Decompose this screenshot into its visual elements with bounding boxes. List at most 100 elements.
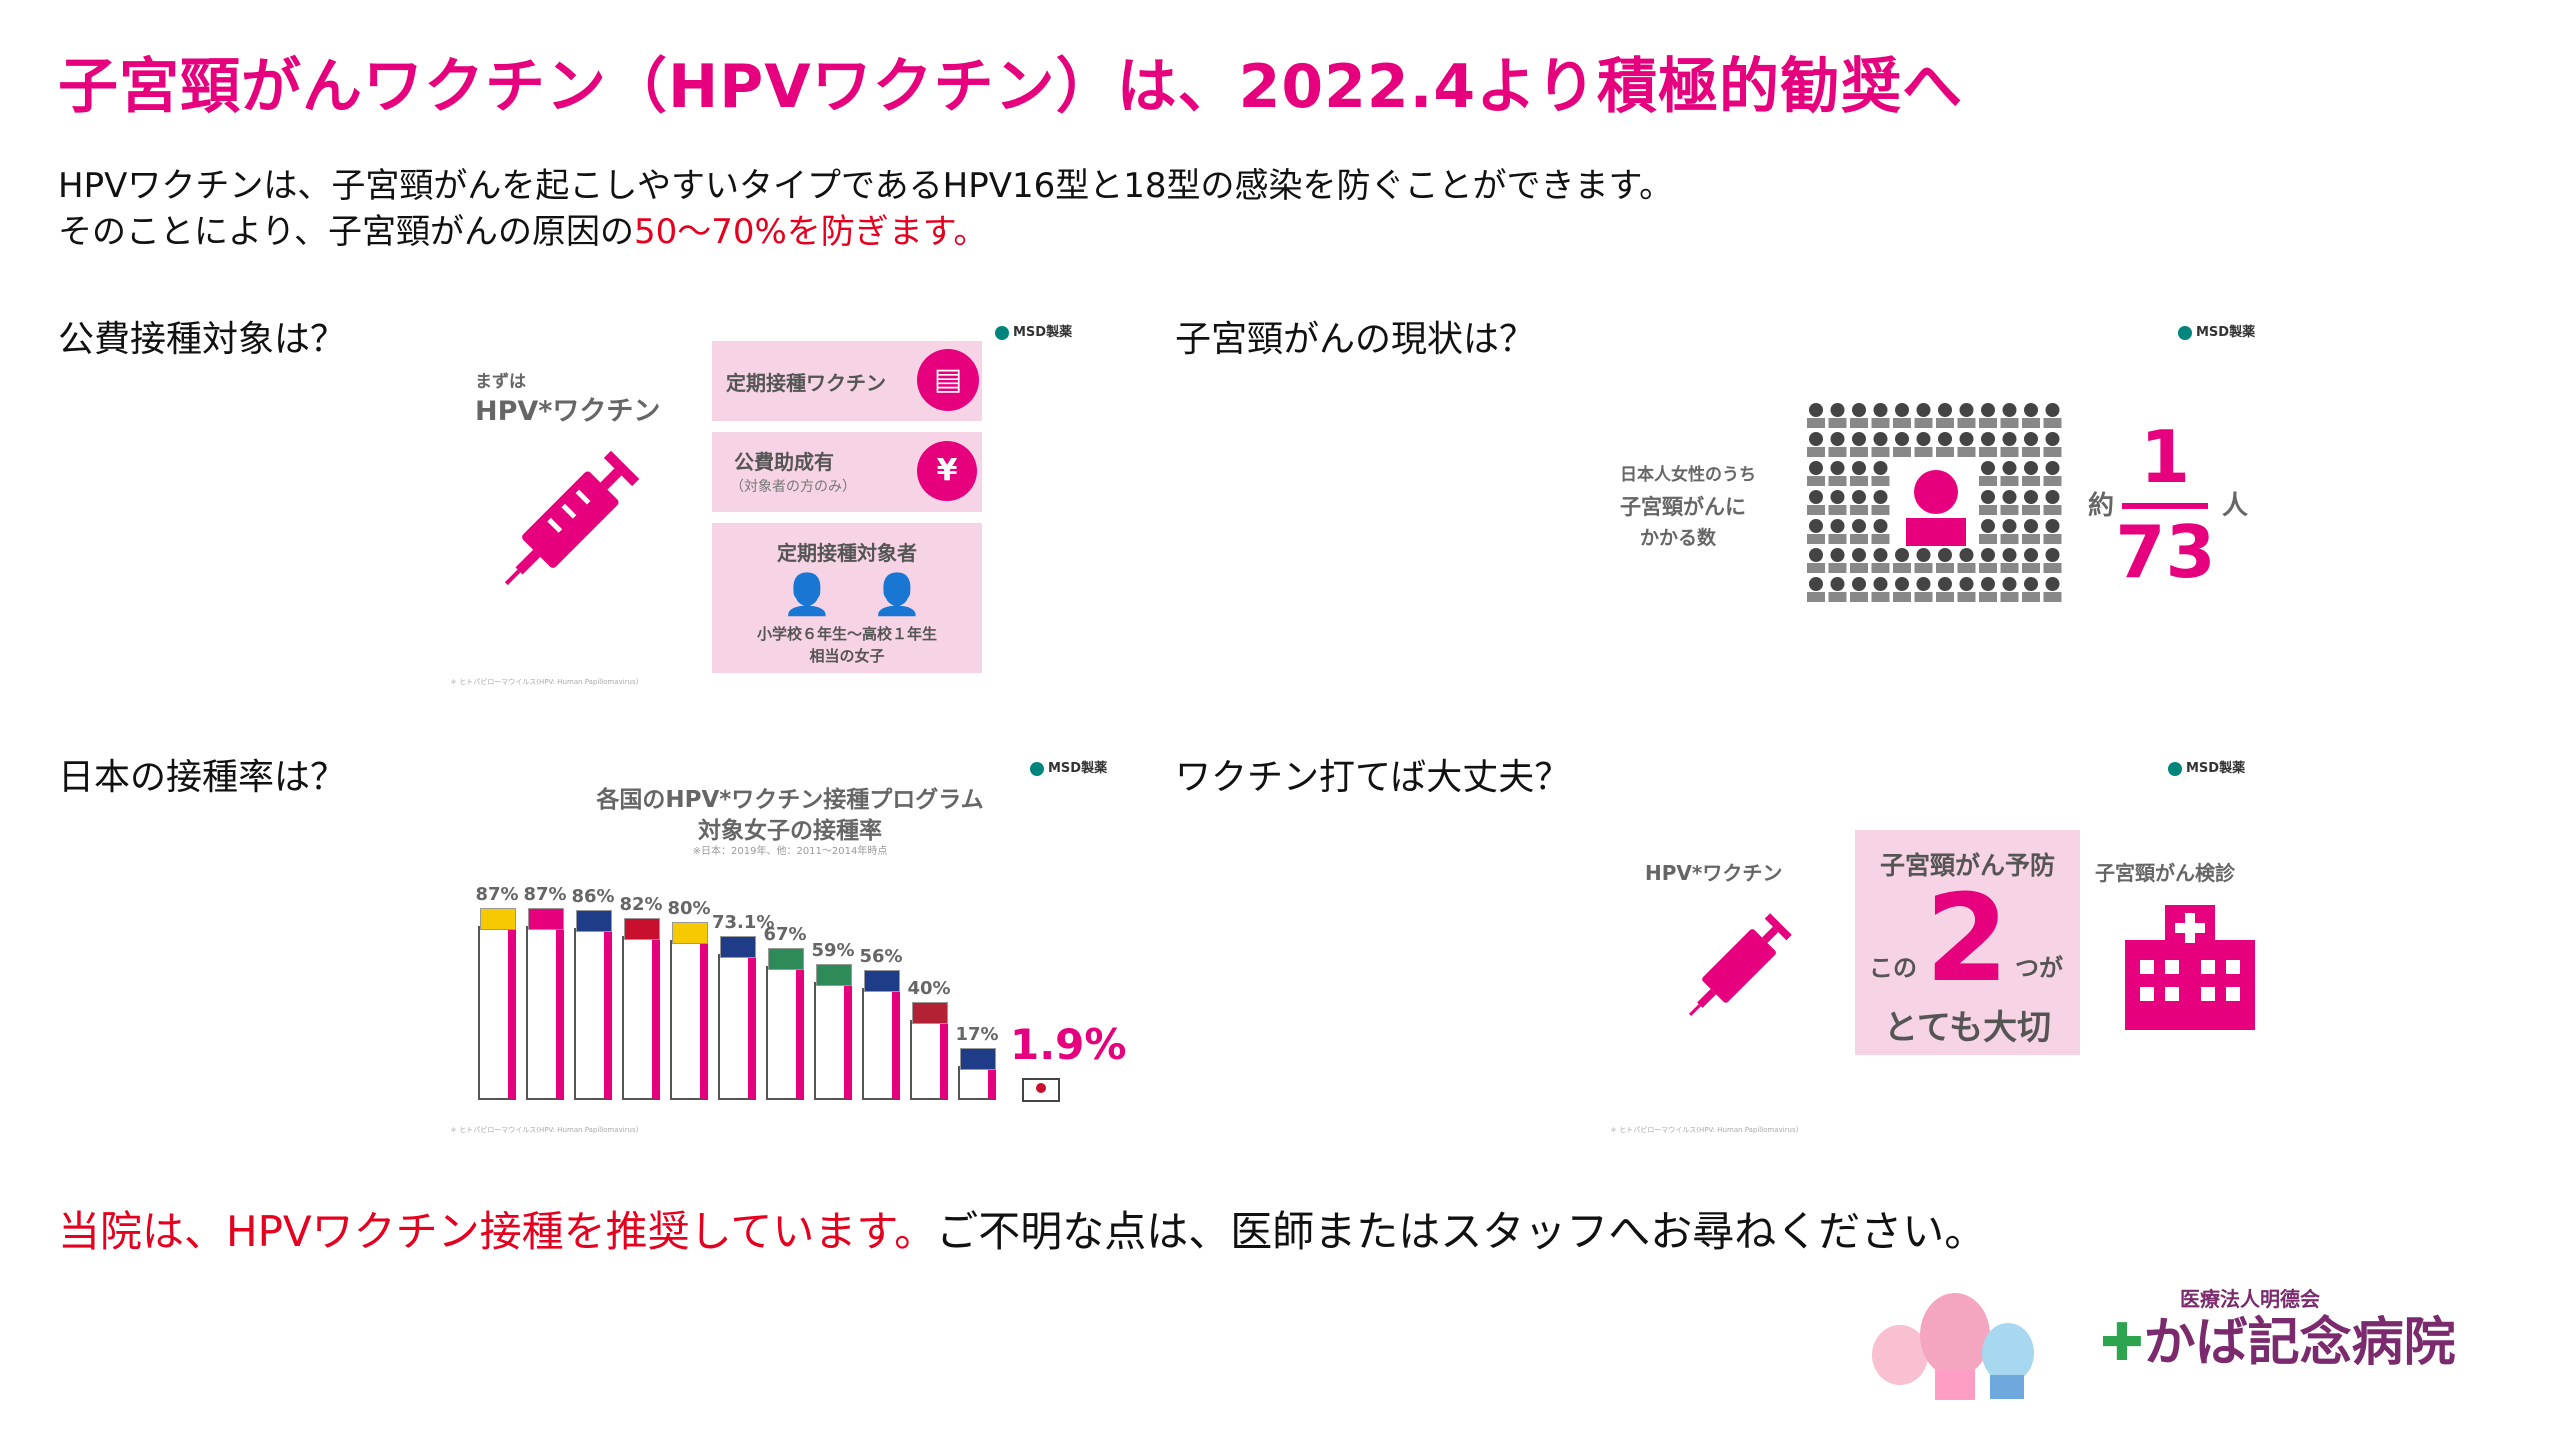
box-target-line2: 相当の女子 (809, 647, 885, 665)
person-icon (1828, 461, 1847, 486)
person-icon (1957, 432, 1976, 457)
country-flag-icon (816, 964, 852, 986)
chart-value-label: 67% (763, 924, 807, 945)
intro-line-1: HPVワクチンは、子宮頸がんを起こしやすいタイプであるHPV16型と18型の感染… (58, 166, 1674, 206)
person-icon (1807, 490, 1825, 515)
country-flag-icon (480, 908, 516, 930)
intro-line-2-text: そのことにより、子宮頸がんの原因の (58, 212, 634, 252)
person-icon (1957, 577, 1976, 602)
person-icon (1957, 403, 1976, 428)
msd-logo: MSD製薬 (2178, 321, 2255, 340)
box-regular-vaccine-label: 定期接種ワクチン (726, 371, 886, 395)
panel-rate: MSD製薬 各国のHPV*ワクチン接種プログラム 対象女子の接種率 ※日本：20… (440, 745, 1150, 1140)
person-icon (1807, 403, 1825, 428)
person-icon (1871, 432, 1890, 457)
chart-value-label: 87% (523, 884, 567, 905)
chart-bar (910, 1020, 948, 1100)
person-icon (1850, 432, 1868, 457)
chart-value-label: 40% (907, 978, 951, 999)
person-icon (1828, 432, 1847, 457)
person-icon (1850, 548, 1868, 573)
chart-note: ※日本：2019年、他：2011～2014年時点 (692, 846, 888, 857)
hospital-name: かば記念病院 (2143, 1313, 2456, 1373)
chart-value-label: 17% (955, 1024, 999, 1045)
chart-bar (574, 928, 612, 1100)
person-icon (2043, 577, 2062, 602)
person-icon (2043, 490, 2062, 515)
person-icon (1871, 577, 1890, 602)
chart-title-1: 各国のHPV*ワクチン接種プログラム (596, 787, 984, 813)
contact-text: ご不明な点は、医師またはスタッフへお尋ねください。 (936, 1207, 1987, 1256)
prevention-post: つが (2015, 954, 2063, 982)
panel-subsidy: MSD製薬 まずは HPV*ワクチン 定期接種ワクチン ▤ 公費助成有 （対象者… (440, 305, 1150, 695)
person-icon (1871, 548, 1890, 573)
recommend-text: 当院は、HPVワクチン接種を推奨しています。 (58, 1207, 937, 1256)
fraction-line (2122, 503, 2208, 509)
country-flag-icon (768, 948, 804, 970)
person-icon (2000, 519, 2019, 544)
msd-logo: MSD製薬 (2168, 757, 2245, 776)
chart-bar (478, 926, 516, 1100)
question-safe: ワクチン打てば大丈夫？ (1175, 757, 1571, 798)
status-suffix: 人 (2222, 491, 2249, 521)
person-icon (2022, 461, 2040, 486)
country-flag-icon (528, 908, 564, 930)
syringe-icon (1689, 913, 1792, 1016)
girl-icon: 👤 (782, 572, 832, 618)
msd-logo-icon (1030, 761, 1044, 776)
person-icon (1914, 403, 1933, 428)
country-flag-icon (672, 922, 708, 944)
status-prefix: 約 (2088, 491, 2115, 521)
person-icon (1979, 519, 1997, 544)
safe-left-label: HPV*ワクチン (1645, 861, 1783, 885)
clipboard-icon: ▤ (917, 349, 979, 411)
footnote: ＊ ヒトパピローマウイルス(HPV: Human Papillomavirus) (450, 1126, 639, 1134)
person-icon (1893, 432, 1911, 457)
person-icon (1850, 519, 1868, 544)
syringe-icon (504, 450, 640, 586)
person-icon (1807, 432, 1825, 457)
chart-value-label: 80% (667, 898, 711, 919)
person-icon (2000, 461, 2019, 486)
question-rate: 日本の接種率は？ (58, 757, 347, 798)
hospital-logo: ✚かば記念病院 (2100, 1300, 2456, 1375)
question-status: 子宮頸がんの現状は？ (1175, 319, 1536, 360)
person-icon (1936, 577, 1954, 602)
msd-logo-icon (995, 325, 1009, 340)
person-icon (1871, 403, 1890, 428)
country-flag-icon (720, 935, 756, 958)
prevention-title: 子宮頸がん予防 (1879, 851, 2055, 880)
person-icon (2022, 490, 2040, 515)
hospital-icon (2125, 905, 2255, 1030)
person-icon (1871, 461, 1890, 486)
person-icon (2000, 432, 2019, 457)
msd-logo-icon (2178, 325, 2192, 340)
person-icon (1914, 577, 1933, 602)
person-icon (1914, 548, 1933, 573)
crowd-icon (1807, 403, 2062, 602)
person-icon (2000, 548, 2019, 573)
person-icon (1807, 519, 1825, 544)
hippo-mascots-icon (1872, 1293, 2034, 1400)
person-icon (2022, 432, 2040, 457)
person-icon (2043, 461, 2062, 486)
safe-right-label: 子宮頸がん検診 (2095, 861, 2235, 885)
person-icon (1828, 403, 1847, 428)
msd-logo-icon (2168, 761, 2182, 776)
country-flag-icon (576, 910, 612, 932)
person-icon (2043, 403, 2062, 428)
chart-bar (862, 988, 900, 1100)
box-target: 定期接種対象者 👤 👤 小学校６年生～高校１年生 相当の女子 (712, 523, 982, 673)
chart-value-label: 59% (811, 940, 855, 961)
person-icon (1893, 548, 1911, 573)
person-icon (2043, 548, 2062, 573)
person-icon (1807, 548, 1825, 573)
person-icon (2022, 577, 2040, 602)
intro-highlight: 50～70%を防ぎます。 (633, 212, 988, 252)
question-subsidy: 公費接種対象は？ (58, 319, 347, 360)
box-target-line1: 小学校６年生～高校１年生 (756, 625, 937, 643)
chart-value-label: 73.1% (712, 911, 775, 933)
green-cross-icon: ✚ (2100, 1313, 2144, 1373)
chart-bar (814, 982, 852, 1100)
chart-bar (766, 966, 804, 1100)
